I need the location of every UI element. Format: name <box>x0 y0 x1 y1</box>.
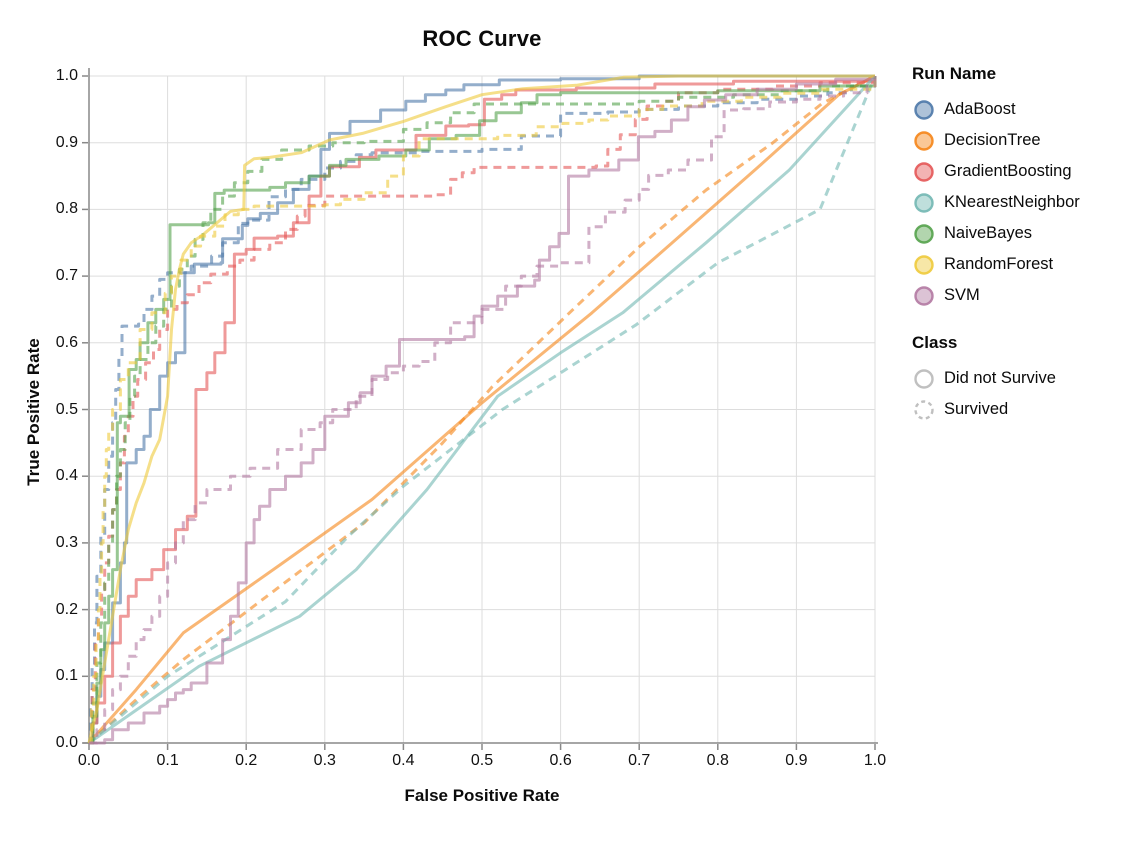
y-tick-label: 0.8 <box>55 200 78 218</box>
legend-item-SVM: SVM <box>912 280 1132 311</box>
curve-DecisionTree-did-not-survive <box>87 74 876 744</box>
curve-SVM-did-not-survive <box>89 76 877 745</box>
curve-RandomForest-did-not-survive <box>87 74 875 744</box>
legend-item-label: SVM <box>944 286 980 304</box>
dashed-circle-icon <box>914 399 934 420</box>
solid-circle-icon <box>914 285 934 306</box>
x-tick-label: 0.1 <box>156 752 179 769</box>
curve-DecisionTree-survived <box>87 74 876 745</box>
y-tick-label: 0.6 <box>55 333 78 351</box>
y-tick-label: 0.9 <box>55 133 78 151</box>
legend-item-AdaBoost: AdaBoost <box>912 94 1132 125</box>
x-tick-label: 0.2 <box>235 752 258 769</box>
legend-item-label: NaiveBayes <box>944 224 1033 242</box>
solid-circle-icon <box>914 130 934 151</box>
solid-circle-icon <box>914 368 934 389</box>
legend-item-NaiveBayes: NaiveBayes <box>912 218 1132 249</box>
legend-run-title: Run Name <box>912 64 997 83</box>
y-tick-label: 0.2 <box>55 600 78 618</box>
legend-item-label: GradientBoosting <box>944 162 1072 180</box>
legend-class-title: Class <box>912 333 958 352</box>
curve-NaiveBayes-survived <box>89 76 877 745</box>
legend-item-KNearestNeighbor: KNearestNeighbor <box>912 187 1132 218</box>
legend-run-items: AdaBoost DecisionTree GradientBoosting KNea… <box>912 94 1132 311</box>
x-tick-label: 1.0 <box>863 752 887 769</box>
x-tick-label: 0.3 <box>313 752 336 769</box>
y-tick-label: 0.0 <box>55 734 78 751</box>
y-tick-label: 0.4 <box>55 467 78 485</box>
legend-item-DecisionTree: DecisionTree <box>912 125 1132 156</box>
x-tick-label: 0.5 <box>470 752 494 769</box>
x-tick-label: 0.8 <box>706 752 729 769</box>
solid-circle-icon <box>914 254 934 275</box>
legend-item-label: Did not Survive <box>944 369 1056 387</box>
solid-circle-icon <box>914 99 934 120</box>
curve-SVM-survived <box>89 76 877 745</box>
x-tick-label: 0.0 <box>77 752 101 769</box>
curve-NaiveBayes-did-not-survive <box>89 76 877 745</box>
y-tick-label: 0.1 <box>55 667 78 685</box>
y-tick-label: 1.0 <box>55 67 78 84</box>
legend-item-Did-not-Survive: Did not Survive <box>912 363 1132 394</box>
legend-item-label: KNearestNeighbor <box>944 193 1080 211</box>
legend-item-RandomForest: RandomForest <box>912 249 1132 280</box>
x-tick-label: 0.9 <box>785 752 808 769</box>
solid-circle-icon <box>914 161 934 182</box>
x-tick-label: 0.7 <box>628 752 651 769</box>
legend-item-Survived: Survived <box>912 394 1132 425</box>
curve-KNearestNeighbor-survived <box>88 75 877 745</box>
curve-KNearestNeighbor-did-not-survive <box>88 74 877 745</box>
legend-item-label: AdaBoost <box>944 100 1016 118</box>
legend-item-label: RandomForest <box>944 255 1054 273</box>
solid-circle-icon <box>914 223 934 244</box>
x-tick-label: 0.4 <box>392 752 415 769</box>
chart-title: ROC Curve <box>422 26 542 51</box>
legend-class-items: Did not Survive Survived <box>912 363 1132 425</box>
legend: Run Name AdaBoost DecisionTree GradientBoo… <box>912 64 1132 425</box>
x-tick-label: 0.6 <box>549 752 572 769</box>
legend-item-GradientBoosting: GradientBoosting <box>912 156 1132 187</box>
y-tick-label: 0.7 <box>55 267 78 285</box>
y-tick-label: 0.5 <box>55 400 78 418</box>
solid-circle-icon <box>914 192 934 213</box>
y-tick-label: 0.3 <box>55 533 78 551</box>
legend-item-label: DecisionTree <box>944 131 1041 149</box>
legend-item-label: Survived <box>944 400 1009 418</box>
x-axis-title: False Positive Rate <box>404 786 560 805</box>
